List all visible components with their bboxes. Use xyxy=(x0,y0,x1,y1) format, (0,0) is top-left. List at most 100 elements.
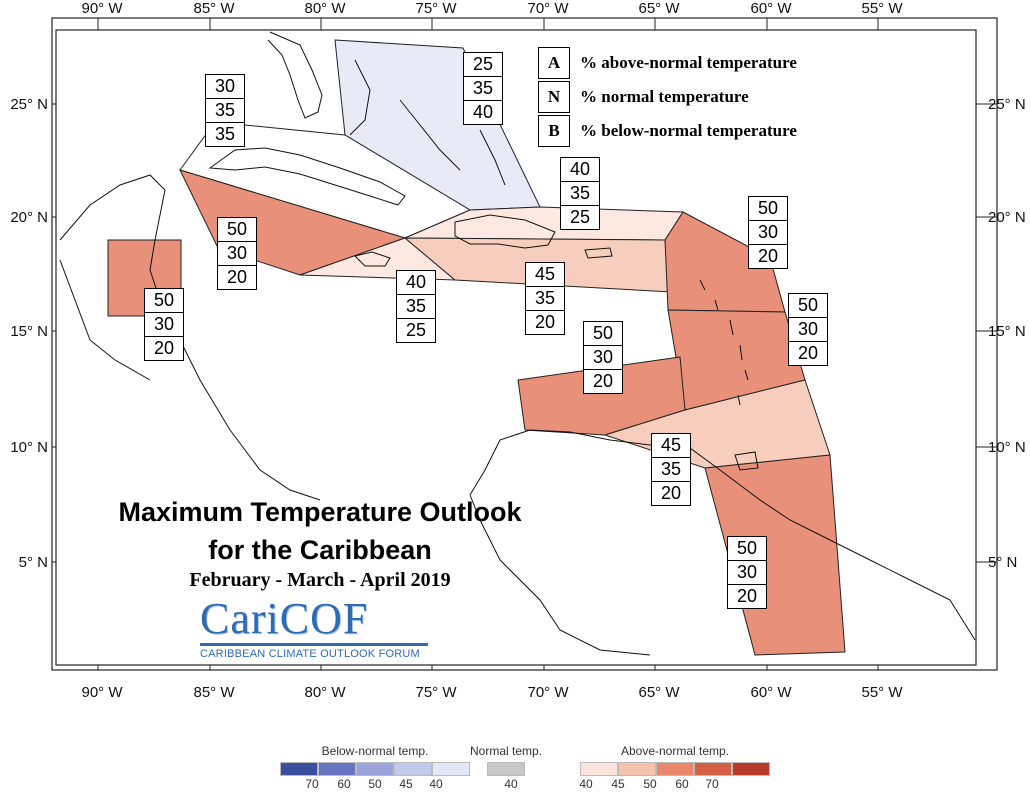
legend-below-normal: Below-normal temp. 70 60 50 45 40 xyxy=(280,744,470,792)
prob-normal: 35 xyxy=(464,77,502,101)
legend-swatch xyxy=(487,762,526,776)
key-letter: B xyxy=(538,115,570,147)
key-text: % normal temperature xyxy=(580,87,749,106)
logo-subtitle: CARIBBEAN CLIMATE OUTLOOK FORUM xyxy=(200,648,420,660)
prob-above: 50 xyxy=(749,197,787,221)
prob-box-western-caribbean: 50 30 20 xyxy=(217,217,257,290)
legend-title: Above-normal temp. xyxy=(620,744,730,758)
lon-label: 70° W xyxy=(527,0,569,17)
prob-below: 20 xyxy=(736,586,758,606)
lat-label: 20° N xyxy=(988,209,1026,226)
key-text: % below-normal temperature xyxy=(580,121,797,140)
key-row-normal: N % normal temperature xyxy=(538,80,797,114)
prob-box-turks-caicos: 40 35 25 xyxy=(560,157,600,230)
lon-label: 55° W xyxy=(861,684,903,701)
prob-below: 25 xyxy=(569,207,591,227)
logo-underline xyxy=(200,643,428,646)
legend-swatch xyxy=(356,762,394,776)
prob-above: 50 xyxy=(789,294,827,318)
legend-swatches xyxy=(580,762,770,776)
prob-above: 30 xyxy=(206,75,244,99)
lon-label: 65° W xyxy=(638,0,680,17)
prob-box-cuba: 30 35 35 xyxy=(205,74,245,147)
map-title: Maximum Temperature Outlook xyxy=(118,497,522,527)
legend-tick: 60 xyxy=(337,777,351,791)
lat-label: 10° N xyxy=(10,439,48,456)
legend-tick: 70 xyxy=(705,777,719,791)
legend-tick: 50 xyxy=(368,777,382,791)
prob-below: 20 xyxy=(153,338,175,358)
lat-label: 10° N xyxy=(988,439,1026,456)
prob-above: 25 xyxy=(464,53,502,77)
prob-below: 20 xyxy=(592,371,614,391)
coastlines xyxy=(59,31,976,656)
prob-box-hispaniola: 45 35 20 xyxy=(525,262,565,335)
lat-label: 20° N xyxy=(10,209,48,226)
legend-swatches xyxy=(280,762,470,776)
lon-label: 60° W xyxy=(750,0,792,17)
legend-swatch xyxy=(318,762,356,776)
lon-label: 85° W xyxy=(193,0,235,17)
legend-tick: 40 xyxy=(579,777,593,791)
key-letter: A xyxy=(538,47,570,79)
lat-label: 5° N xyxy=(19,554,48,571)
prob-normal: 30 xyxy=(145,313,183,337)
lat-label: 15° N xyxy=(988,323,1026,340)
prob-box-trinidad: 45 35 20 xyxy=(651,433,691,506)
prob-normal: 35 xyxy=(526,287,564,311)
key-row-above: A % above-normal temperature xyxy=(538,46,797,80)
prob-above: 50 xyxy=(218,218,256,242)
legend-swatch xyxy=(656,762,694,776)
lat-labels-right: 25° N 20° N 15° N 10° N 5° N xyxy=(988,96,1026,571)
prob-below: 40 xyxy=(472,102,494,122)
legend-tick: 45 xyxy=(611,777,625,791)
probability-key: A % above-normal temperature N % normal … xyxy=(538,46,797,148)
key-letter: N xyxy=(538,81,570,113)
legend-tick: 40 xyxy=(504,777,518,791)
prob-normal: 30 xyxy=(218,242,256,266)
lat-label: 25° N xyxy=(988,96,1026,113)
lon-labels-bottom: 90° W 85° W 80° W 75° W 70° W 65° W 60° … xyxy=(81,684,903,701)
legend-ticks: 70 60 50 45 40 xyxy=(280,776,470,792)
legend-swatch xyxy=(732,762,770,776)
prob-below: 35 xyxy=(214,124,236,144)
key-row-below: B % below-normal temperature xyxy=(538,114,797,148)
prob-above: 40 xyxy=(397,271,435,295)
lon-label: 80° W xyxy=(304,0,346,17)
prob-normal: 35 xyxy=(397,295,435,319)
prob-box-abc: 50 30 20 xyxy=(583,321,623,394)
prob-normal: 30 xyxy=(749,221,787,245)
lon-label: 65° W xyxy=(638,684,680,701)
prob-below: 20 xyxy=(226,267,248,287)
prob-normal: 35 xyxy=(652,458,690,482)
prob-below: 25 xyxy=(405,320,427,340)
lon-labels-top: 90° W 85° W 80° W 75° W 70° W 65° W 60° … xyxy=(81,0,903,17)
prob-box-guianas: 50 30 20 xyxy=(727,536,767,609)
legend-above-normal: Above-normal temp. 40 45 50 60 70 xyxy=(579,744,770,792)
prob-below: 20 xyxy=(797,343,819,363)
prob-normal: 30 xyxy=(728,561,766,585)
prob-box-bahamas: 25 35 40 xyxy=(463,52,503,125)
season-label: February - March - April 2019 xyxy=(189,569,451,591)
lon-label: 75° W xyxy=(415,0,457,17)
prob-normal: 30 xyxy=(789,318,827,342)
map-title-line2: for the Caribbean xyxy=(208,535,432,565)
legend-tick: 40 xyxy=(429,777,443,791)
prob-box-windward: 50 30 20 xyxy=(788,293,828,366)
prob-box-leeward: 50 30 20 xyxy=(748,196,788,269)
legend-swatch xyxy=(580,762,618,776)
lon-label: 75° W xyxy=(415,684,457,701)
lon-label: 90° W xyxy=(81,0,123,17)
prob-normal: 35 xyxy=(561,182,599,206)
axis-ticks xyxy=(52,18,997,670)
legend-swatch xyxy=(694,762,732,776)
lat-label: 25° N xyxy=(10,96,48,113)
legend-tick: 70 xyxy=(305,777,319,791)
legend-swatch xyxy=(618,762,656,776)
prob-normal: 35 xyxy=(206,99,244,123)
legend-title: Below-normal temp. xyxy=(321,744,429,758)
legend-swatch xyxy=(432,762,470,776)
logo-wordmark: CariCOF xyxy=(200,594,369,643)
legend-swatch xyxy=(394,762,432,776)
